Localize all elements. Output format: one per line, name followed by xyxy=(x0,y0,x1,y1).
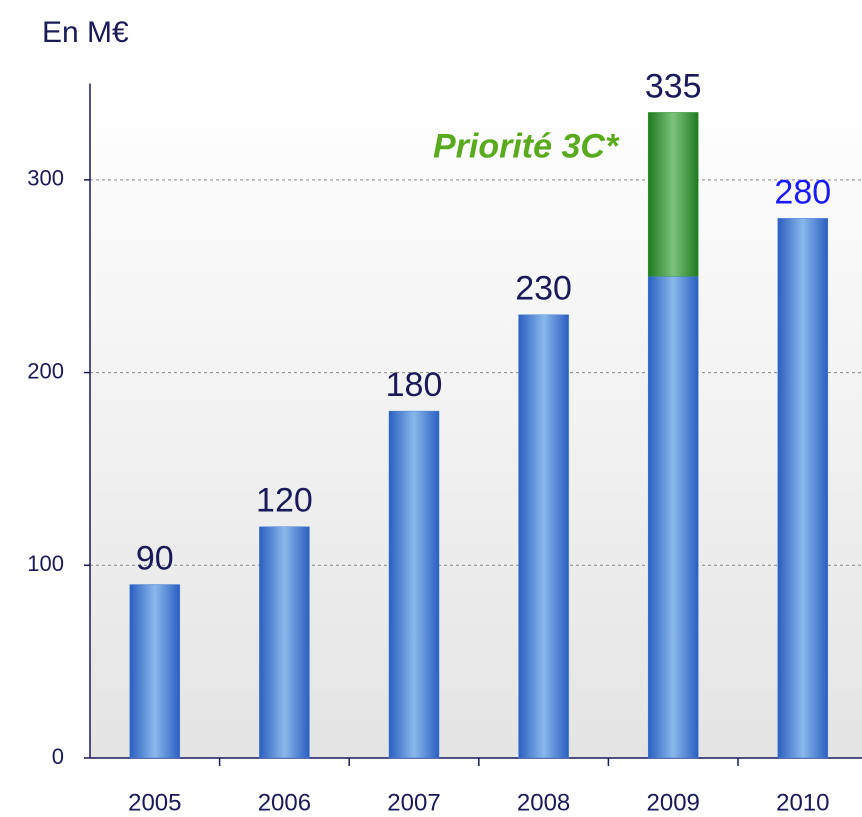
x-tick-label: 2006 xyxy=(258,789,311,816)
plot-background xyxy=(90,85,862,758)
x-tick-label: 2005 xyxy=(128,789,181,816)
y-tick-label: 0 xyxy=(52,744,64,769)
bar xyxy=(647,112,699,277)
bar xyxy=(259,526,310,759)
chart-title: En M€ xyxy=(42,16,129,49)
data-label: 335 xyxy=(645,67,702,105)
bar xyxy=(129,584,181,759)
legend-label: Priorité 3C* xyxy=(433,127,620,165)
data-label: 280 xyxy=(774,173,831,211)
bar xyxy=(777,218,829,759)
x-tick-label: 2007 xyxy=(387,789,440,816)
x-tick-label: 2008 xyxy=(517,789,570,816)
y-tick-label: 300 xyxy=(27,166,64,191)
data-label: 90 xyxy=(136,540,174,578)
bar xyxy=(647,275,699,759)
bar xyxy=(388,410,440,759)
y-tick-label: 100 xyxy=(27,551,64,576)
data-label: 120 xyxy=(256,482,313,520)
data-label: 180 xyxy=(386,366,443,404)
x-tick-label: 2010 xyxy=(776,789,829,816)
x-tick-label: 2009 xyxy=(647,789,700,816)
bar xyxy=(518,314,569,759)
data-label: 230 xyxy=(515,270,572,308)
y-tick-label: 200 xyxy=(27,358,64,383)
